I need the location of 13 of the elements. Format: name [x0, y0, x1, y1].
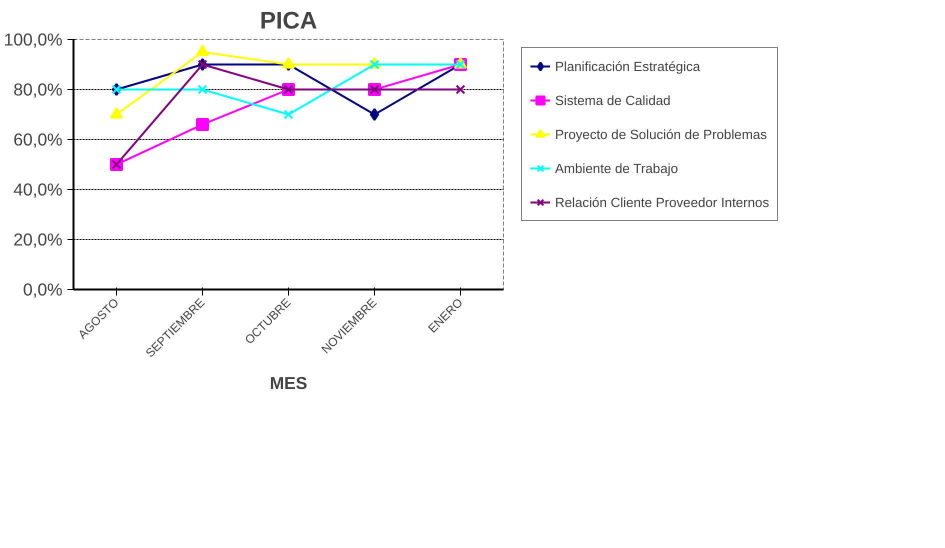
y-tick-label: 40,0%	[13, 180, 63, 200]
y-tick-label: 0,0%	[23, 280, 63, 300]
legend-label: Planificación Estratégica	[555, 58, 700, 74]
chart-title: PICA	[260, 8, 318, 34]
y-tick-label: 20,0%	[13, 230, 63, 250]
legend-label: Ambiente de Trabajo	[555, 160, 678, 176]
x-axis-title: MES	[270, 373, 308, 394]
legend-label: Sistema de Calidad	[555, 92, 671, 108]
y-tick-label: 80,0%	[13, 80, 63, 100]
legend-label: Proyecto de Solución de Problemas	[555, 126, 767, 142]
legend-label: Relación Cliente Proveedor Internos	[555, 194, 770, 210]
y-tick-label: 100,0%	[4, 30, 63, 50]
y-tick-label: 60,0%	[13, 130, 63, 150]
